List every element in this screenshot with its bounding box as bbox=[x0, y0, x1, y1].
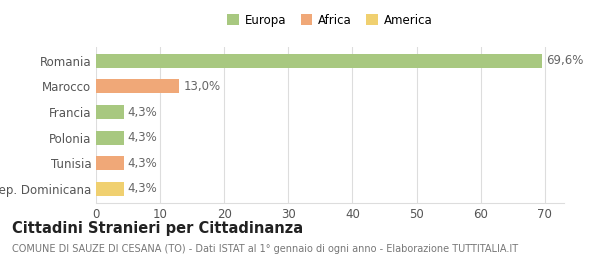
Bar bbox=[96, 80, 179, 94]
Text: 4,3%: 4,3% bbox=[127, 182, 157, 195]
Text: 4,3%: 4,3% bbox=[127, 157, 157, 170]
Bar bbox=[96, 105, 124, 119]
Text: 4,3%: 4,3% bbox=[127, 106, 157, 119]
Bar bbox=[96, 182, 124, 196]
Text: 4,3%: 4,3% bbox=[127, 131, 157, 144]
Text: Cittadini Stranieri per Cittadinanza: Cittadini Stranieri per Cittadinanza bbox=[12, 221, 303, 236]
Legend: Europa, Africa, America: Europa, Africa, America bbox=[223, 9, 437, 31]
Text: 13,0%: 13,0% bbox=[183, 80, 220, 93]
Bar bbox=[96, 131, 124, 145]
Bar bbox=[96, 156, 124, 170]
Text: 69,6%: 69,6% bbox=[546, 54, 583, 67]
Bar bbox=[96, 54, 542, 68]
Text: COMUNE DI SAUZE DI CESANA (TO) - Dati ISTAT al 1° gennaio di ogni anno - Elabora: COMUNE DI SAUZE DI CESANA (TO) - Dati IS… bbox=[12, 244, 518, 254]
